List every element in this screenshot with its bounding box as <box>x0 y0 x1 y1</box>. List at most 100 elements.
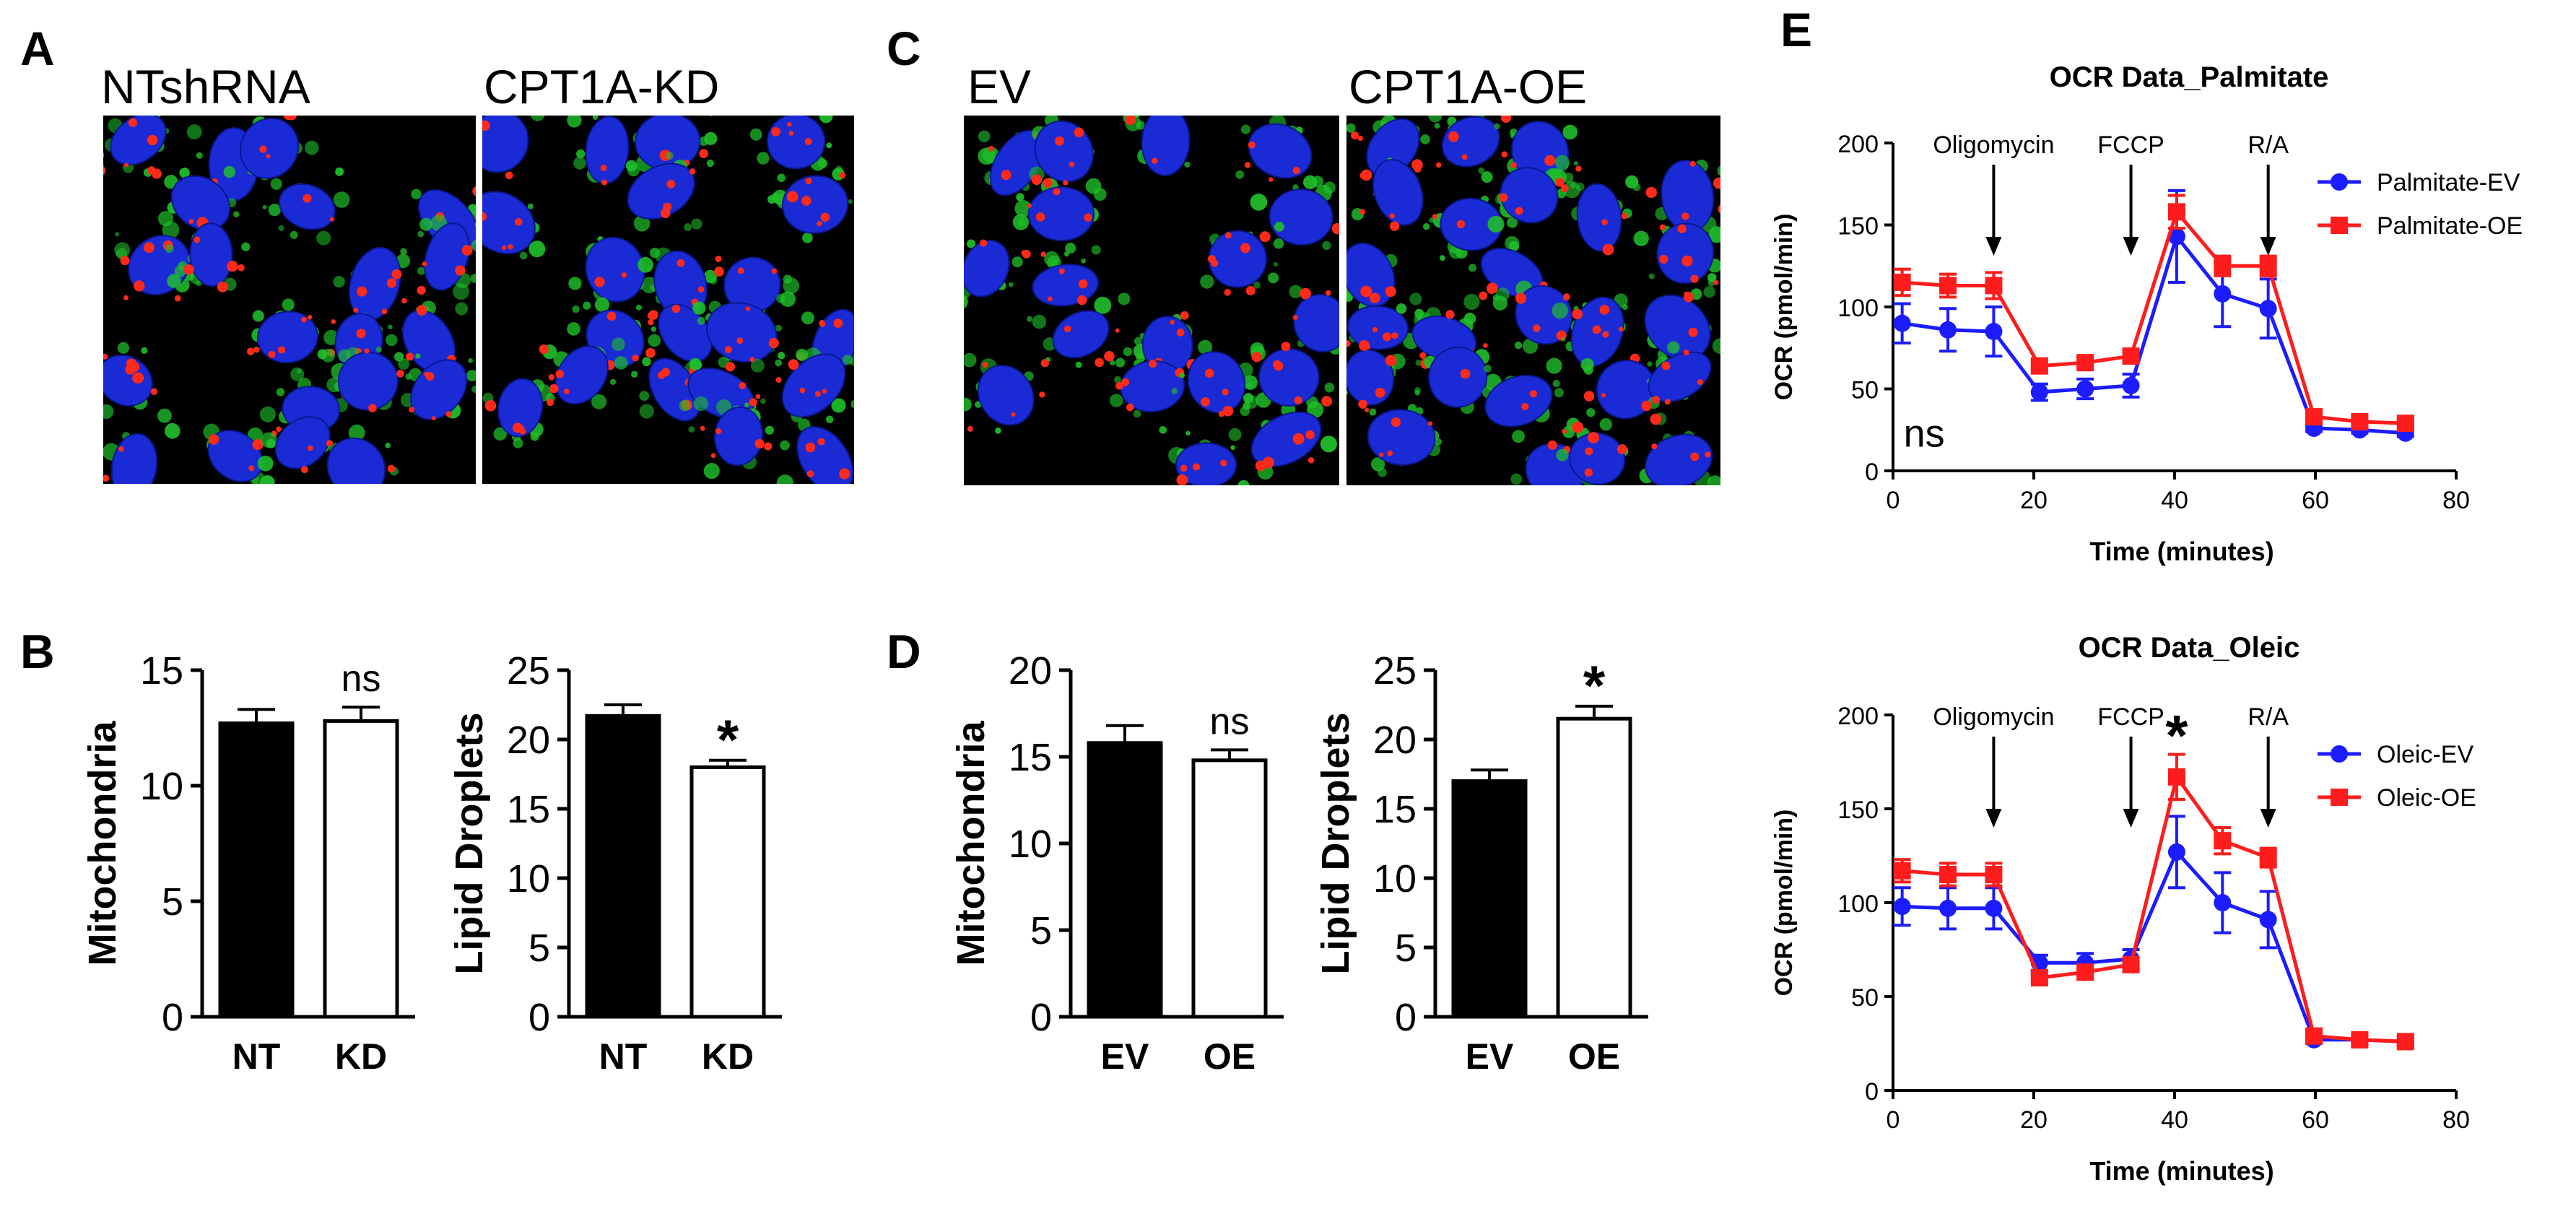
lipid-droplet <box>1251 352 1262 363</box>
lipid-droplet <box>1445 310 1455 319</box>
mito-spot <box>196 152 203 159</box>
lipid-droplet <box>150 388 158 396</box>
lipid-droplet <box>1063 325 1071 333</box>
nucleus <box>1346 243 1396 308</box>
mito-spot <box>115 232 120 237</box>
mito-spot <box>1063 251 1070 257</box>
lipid-droplet <box>1351 131 1359 140</box>
mito-spot <box>493 427 507 441</box>
mito-spot <box>1409 292 1422 305</box>
lipid-droplet <box>307 314 313 320</box>
mito-spot <box>1546 357 1562 374</box>
lipid-droplet <box>431 416 436 421</box>
lipid-droplet <box>391 269 402 279</box>
lipid-droplet <box>1244 162 1251 168</box>
lipid-droplet <box>819 320 825 326</box>
mito-spot <box>1032 314 1047 329</box>
lipid-droplet <box>1592 325 1601 334</box>
lipid-droplet <box>749 357 755 363</box>
bar-oe <box>1556 716 1632 1019</box>
significance-star: * <box>1583 654 1606 717</box>
data-point <box>2030 383 2048 402</box>
x-tick-label: KD <box>702 1036 754 1077</box>
mito-spot <box>1622 304 1628 311</box>
mito-spot <box>995 428 1001 434</box>
nucleus <box>1596 360 1656 420</box>
lipid-droplet <box>484 399 497 412</box>
y-axis-label: Mitochondria <box>81 721 124 966</box>
y-tick-label: 50 <box>1851 377 1879 404</box>
mito-spot <box>278 225 284 232</box>
image-label-cpt1a-kd: CPT1A-KD <box>484 60 719 113</box>
mito-spot <box>1324 382 1335 393</box>
lipid-droplet <box>1677 224 1687 233</box>
mito-spot <box>398 358 410 370</box>
lipid-droplet <box>252 438 264 451</box>
mito-spot <box>1016 193 1024 201</box>
lipid-droplet <box>248 465 255 472</box>
mito-spot <box>415 353 421 359</box>
lipid-droplet <box>1240 243 1250 253</box>
mito-spot <box>233 211 240 218</box>
nucleus <box>1052 310 1110 358</box>
lipid-droplet <box>208 434 219 445</box>
lipid-droplet <box>1307 457 1315 464</box>
lipid-droplet <box>1659 224 1666 230</box>
lipid-droplet <box>1664 399 1671 405</box>
lipid-droplet <box>822 389 827 394</box>
mito-spot <box>103 404 114 419</box>
y-tick-label: 5 <box>1030 909 1052 953</box>
data-point <box>2167 843 2185 861</box>
lipid-droplet <box>1201 397 1210 407</box>
lipid-droplet <box>1515 292 1527 304</box>
mito-spot <box>290 230 298 239</box>
lipid-droplet <box>594 277 605 287</box>
lipid-droplet <box>330 217 335 222</box>
lipid-droplet <box>787 121 792 127</box>
mito-spot <box>776 474 794 484</box>
mito-spot <box>1562 124 1578 140</box>
lipid-droplet <box>1245 285 1256 295</box>
mito-spot <box>1133 409 1141 418</box>
mito-spot <box>842 355 853 365</box>
lipid-droplet <box>253 346 260 353</box>
lipid-droplet <box>1292 315 1298 321</box>
mito-spot <box>666 152 674 160</box>
mito-spot <box>1109 360 1115 366</box>
lipid-droplet <box>647 312 655 320</box>
mito-spot <box>591 394 607 409</box>
mito-spot <box>1237 480 1250 485</box>
y-tick-label: 15 <box>507 788 550 831</box>
mito-spot <box>568 277 582 290</box>
data-point <box>1985 323 2003 341</box>
lipid-droplet <box>1331 222 1339 235</box>
mito-spot <box>614 356 628 370</box>
mito-spot <box>684 223 692 231</box>
lipid-droplet <box>118 446 124 452</box>
injection-label: R/A <box>2248 703 2289 731</box>
mito-spot <box>692 301 706 315</box>
y-tick-label: 15 <box>1373 788 1417 831</box>
lipid-droplet <box>1599 305 1610 315</box>
mito-spot <box>978 130 991 143</box>
lipid-droplet <box>246 347 255 355</box>
mito-spot <box>167 274 181 288</box>
lipid-droplet <box>621 272 627 278</box>
mito-spot <box>1414 390 1420 396</box>
lipid-droplet <box>1705 451 1711 458</box>
mito-spot <box>1081 258 1087 264</box>
lipid-droplet <box>1125 116 1136 126</box>
lipid-droplet <box>1053 188 1061 196</box>
bar-chart-lipid-droplets-oe: 0 5 10 15 20 25 Lipid Droplets EV OE * <box>1314 649 1648 1077</box>
mito-spot <box>775 359 783 367</box>
lipid-droplet <box>331 319 336 324</box>
mito-spot <box>141 347 148 354</box>
mito-spot <box>1712 338 1720 355</box>
mito-spot <box>1648 273 1655 279</box>
lipid-droplet <box>307 445 313 451</box>
lipid-droplet <box>1389 213 1395 219</box>
lipid-droplet <box>1204 368 1214 378</box>
lipid-droplet <box>1078 279 1088 289</box>
mito-spot <box>468 357 474 363</box>
mito-spot <box>703 463 720 480</box>
